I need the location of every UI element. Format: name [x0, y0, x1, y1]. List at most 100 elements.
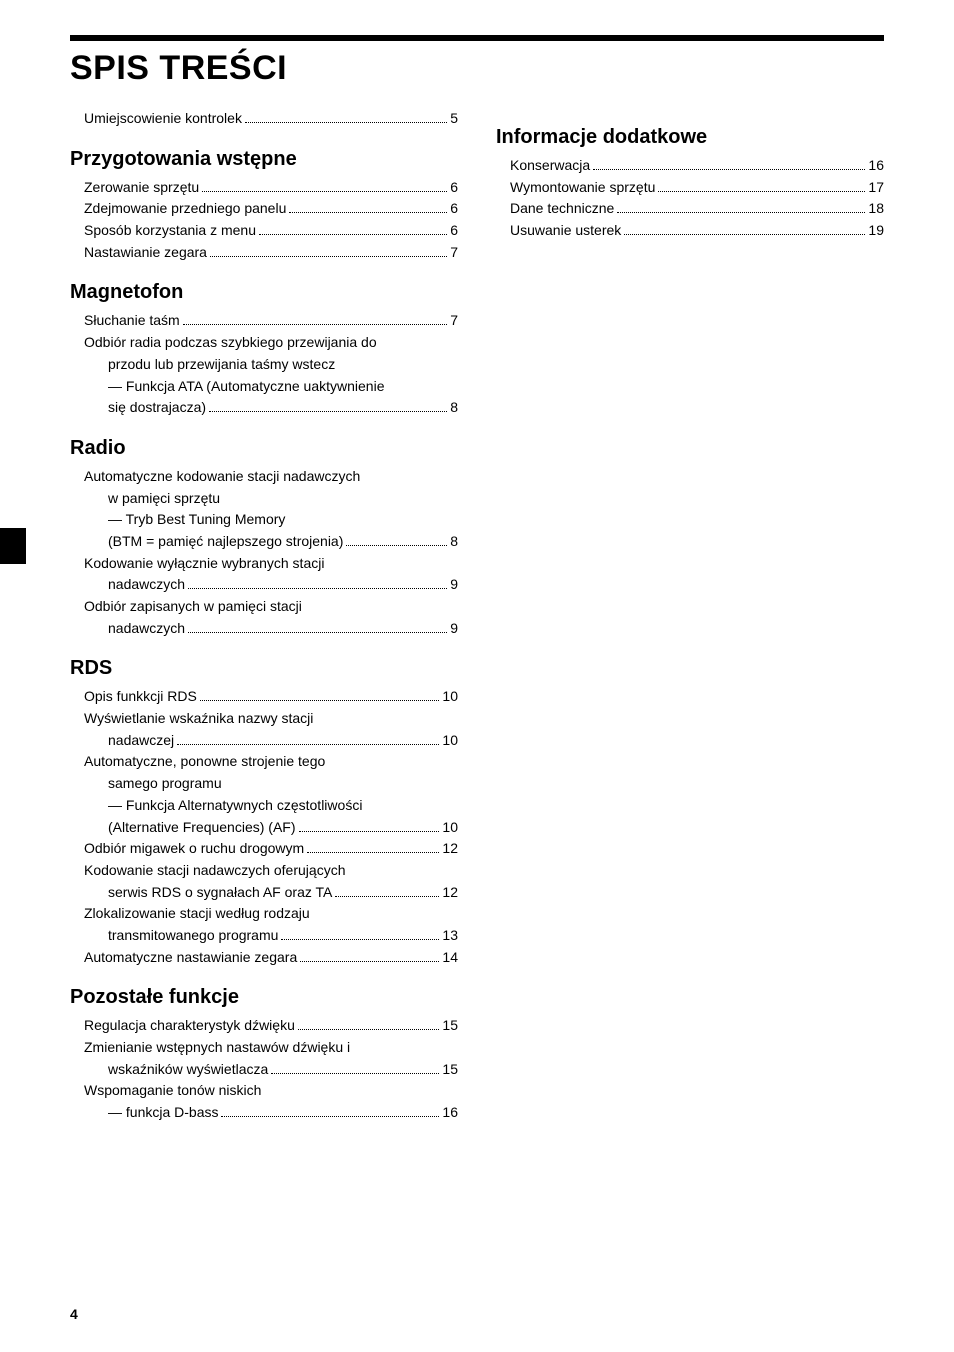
- toc-leader-dots: [307, 852, 439, 853]
- toc-continuation: samego programu: [108, 773, 458, 795]
- toc-label: (Alternative Frequencies) (AF): [108, 817, 296, 839]
- toc-entry: Kodowanie stacji nadawczych oferujących: [84, 860, 458, 882]
- toc-entry: Słuchanie taśm 7: [84, 310, 458, 332]
- toc-leader-dots: [259, 234, 447, 235]
- toc-leader-dots: [593, 169, 865, 170]
- section-heading: Przygotowania wstępne: [70, 148, 458, 171]
- left-column: Umiejscowienie kontrolek5 Przygotowania w…: [70, 108, 458, 1124]
- toc-label: Nastawianie zegara: [84, 242, 207, 264]
- toc-entry: Kodowanie wyłącznie wybranych stacji: [84, 553, 458, 575]
- toc-leader-dots: [202, 191, 447, 192]
- toc-label: nadawczych: [108, 574, 185, 596]
- toc-entry: Sposób korzystania z menu 6: [84, 220, 458, 242]
- toc-leader-dots: [300, 961, 439, 962]
- toc-label: Zdejmowanie przedniego panelu: [84, 198, 286, 220]
- toc-entry: (BTM = pamięć najlepszego strojenia)8: [108, 531, 458, 553]
- toc-entry: Wymontowanie sprzętu 17: [510, 177, 884, 199]
- toc-label: Automatyczne nastawianie zegara: [84, 947, 297, 969]
- toc-entry: Dane techniczne18: [510, 198, 884, 220]
- toc-label: nadawczych: [108, 618, 185, 640]
- right-column: Informacje dodatkoweKonserwacja16Wymonto…: [496, 108, 884, 1124]
- toc-label: Wspomaganie tonów niskich: [84, 1080, 261, 1102]
- toc-label: Umiejscowienie kontrolek: [84, 108, 242, 130]
- toc-entry: serwis RDS o sygnałach AF oraz TA12: [108, 882, 458, 904]
- toc-label: Zerowanie sprzętu: [84, 177, 199, 199]
- toc-leader-dots: [210, 256, 447, 257]
- toc-label: Odbiór radia podczas szybkiego przewijan…: [84, 332, 377, 354]
- toc-page-number: 17: [868, 177, 884, 199]
- toc-entry: Wyświetlanie wskaźnika nazwy stacji: [84, 708, 458, 730]
- toc-label: Słuchanie taśm: [84, 310, 180, 332]
- toc-entry: Automatyczne nastawianie zegara 14: [84, 947, 458, 969]
- toc-page-number: 10: [442, 686, 458, 708]
- toc-entry: — funkcja D-bass16: [108, 1102, 458, 1124]
- toc-page-number: 19: [868, 220, 884, 242]
- page: SPIS TREŚCI Umiejscowienie kontrolek5Prz…: [0, 0, 954, 1352]
- columns: Umiejscowienie kontrolek5 Przygotowania w…: [70, 108, 884, 1124]
- toc-entry: Usuwanie usterek19: [510, 220, 884, 242]
- toc-label: Odbiór zapisanych w pamięci stacji: [84, 596, 302, 618]
- toc-leader-dots: [299, 831, 440, 832]
- toc-leader-dots: [183, 324, 447, 325]
- toc-leader-dots: [221, 1116, 439, 1117]
- section-tab: [0, 528, 26, 564]
- top-rule: [70, 35, 884, 41]
- toc-leader-dots: [271, 1073, 439, 1074]
- toc-page-number: 15: [442, 1015, 458, 1037]
- section-heading: Magnetofon: [70, 281, 458, 304]
- toc-page-number: 16: [442, 1102, 458, 1124]
- toc-page-number: 12: [442, 882, 458, 904]
- toc-label: transmitowanego programu: [108, 925, 278, 947]
- toc-entry: Odbiór zapisanych w pamięci stacji: [84, 596, 458, 618]
- toc-page-number: 16: [868, 155, 884, 177]
- toc-leader-dots: [289, 212, 447, 213]
- toc-leader-dots: [617, 212, 865, 213]
- toc-entry: Umiejscowienie kontrolek5: [84, 108, 458, 130]
- toc-page-number: 12: [442, 838, 458, 860]
- toc-entry: Odbiór migawek o ruchu drogowym 12: [84, 838, 458, 860]
- toc-page-number: 6: [450, 220, 458, 242]
- toc-leader-dots: [188, 632, 447, 633]
- toc-leader-dots: [335, 896, 439, 897]
- toc-entry: Nastawianie zegara 7: [84, 242, 458, 264]
- toc-label: Automatyczne, ponowne strojenie tego: [84, 751, 325, 773]
- toc-entry: Konserwacja16: [510, 155, 884, 177]
- toc-label: Sposób korzystania z menu: [84, 220, 256, 242]
- toc-label: Wyświetlanie wskaźnika nazwy stacji: [84, 708, 313, 730]
- toc-page-number: 8: [450, 397, 458, 419]
- toc-page-number: 6: [450, 177, 458, 199]
- toc-entry: Zlokalizowanie stacji według rodzaju: [84, 903, 458, 925]
- toc-entry: Zdejmowanie przedniego panelu6: [84, 198, 458, 220]
- toc-label: Wymontowanie sprzętu: [510, 177, 655, 199]
- toc-entry: wskaźników wyświetlacza15: [108, 1059, 458, 1081]
- toc-leader-dots: [658, 191, 865, 192]
- toc-leader-dots: [346, 545, 447, 546]
- toc-leader-dots: [200, 700, 440, 701]
- toc-entry: Regulacja charakterystyk dźwięku 15: [84, 1015, 458, 1037]
- toc-label: się dostrajacza): [108, 397, 206, 419]
- toc-entry: Odbiór radia podczas szybkiego przewijan…: [84, 332, 458, 354]
- toc-continuation: przodu lub przewijania taśmy wstecz: [108, 354, 458, 376]
- toc-page-number: 10: [442, 817, 458, 839]
- toc-page-number: 7: [450, 242, 458, 264]
- toc-entry: Opis funkkcji RDS 10: [84, 686, 458, 708]
- toc-label: Regulacja charakterystyk dźwięku: [84, 1015, 295, 1037]
- toc-page-number: 13: [442, 925, 458, 947]
- toc-label: Zlokalizowanie stacji według rodzaju: [84, 903, 310, 925]
- toc-leader-dots: [298, 1029, 440, 1030]
- toc-page-number: 8: [450, 531, 458, 553]
- section-heading: Pozostałe funkcje: [70, 986, 458, 1009]
- toc-page-number: 14: [442, 947, 458, 969]
- toc-label: Odbiór migawek o ruchu drogowym: [84, 838, 304, 860]
- toc-entry: się dostrajacza) 8: [108, 397, 458, 419]
- toc-label: nadawczej: [108, 730, 174, 752]
- toc-entry: nadawczej10: [108, 730, 458, 752]
- page-number: 4: [70, 1306, 78, 1322]
- toc-label: Opis funkkcji RDS: [84, 686, 197, 708]
- toc-page-number: 7: [450, 310, 458, 332]
- toc-continuation: — Tryb Best Tuning Memory: [108, 509, 458, 531]
- toc-page-number: 9: [450, 574, 458, 596]
- toc-label: Zmienianie wstępnych nastawów dźwięku i: [84, 1037, 350, 1059]
- toc-page-number: 9: [450, 618, 458, 640]
- toc-entry: Zmienianie wstępnych nastawów dźwięku i: [84, 1037, 458, 1059]
